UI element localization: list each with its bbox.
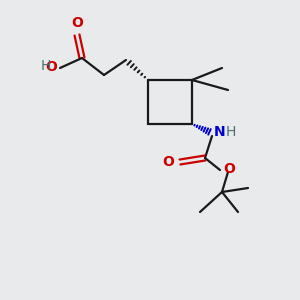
- Text: N: N: [214, 125, 226, 139]
- Text: O: O: [45, 60, 57, 74]
- Text: H: H: [41, 59, 51, 73]
- Text: H: H: [226, 125, 236, 139]
- Text: O: O: [71, 16, 83, 30]
- Text: O: O: [223, 162, 235, 176]
- Text: O: O: [162, 155, 174, 169]
